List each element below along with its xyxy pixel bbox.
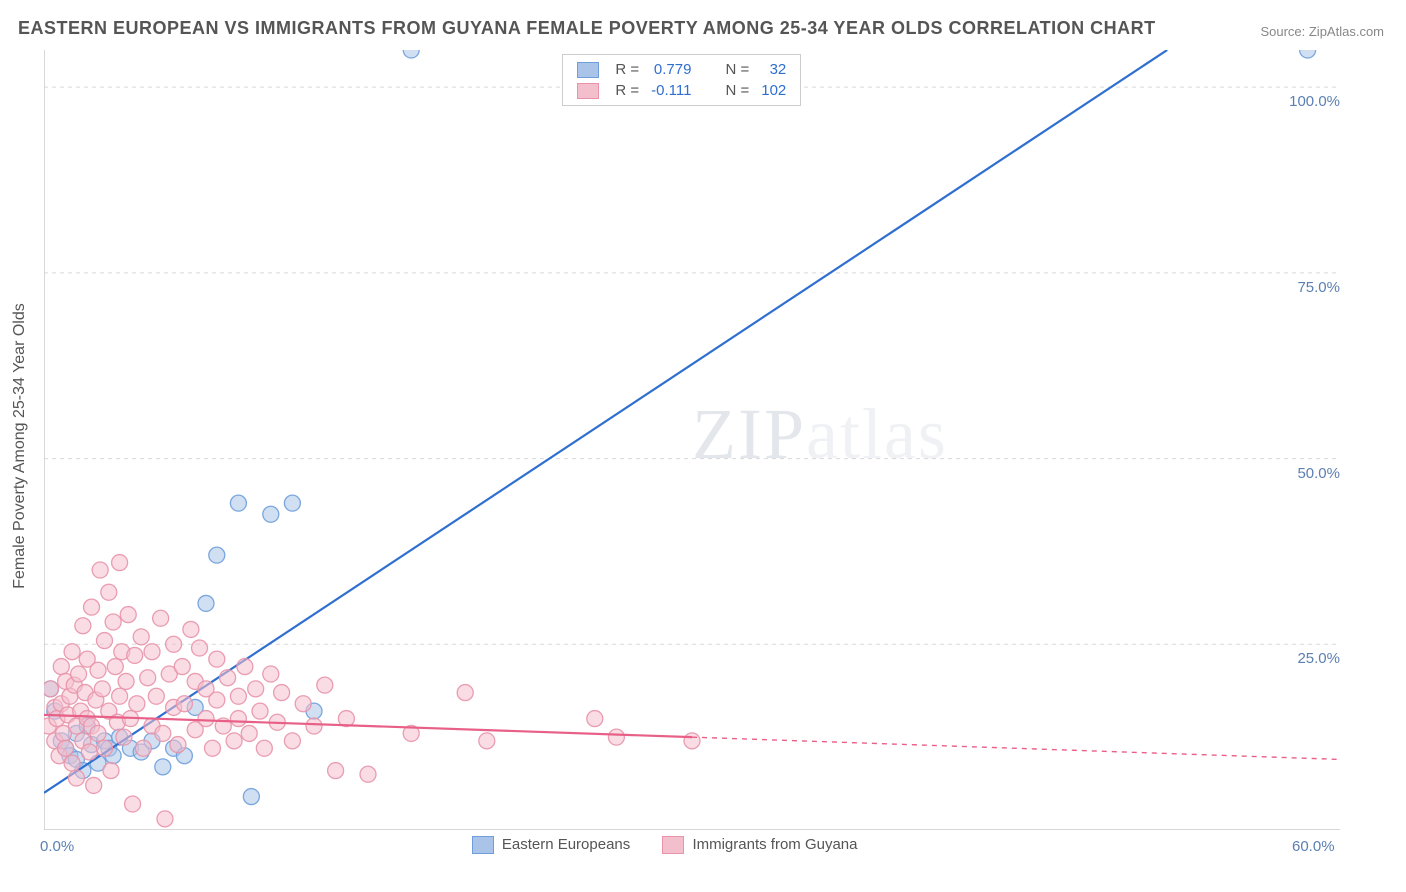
y-tick-label: 75.0% (1280, 279, 1340, 296)
legend-r-label: R = (609, 59, 645, 80)
legend-swatch (472, 836, 494, 854)
legend-n-value: 32 (755, 59, 792, 80)
legend-series: Eastern Europeans Immigrants from Guyana (472, 836, 858, 854)
plot-area (44, 50, 1340, 830)
legend-series-item: Eastern Europeans (472, 836, 631, 854)
source-label: Source: ZipAtlas.com (1260, 24, 1384, 39)
legend-r-label: R = (609, 80, 645, 101)
legend-stats-row: R =-0.111 N =102 (571, 80, 792, 101)
legend-series-label: Eastern Europeans (502, 836, 630, 853)
legend-series-item: Immigrants from Guyana (662, 836, 857, 854)
legend-swatch (577, 62, 599, 78)
y-axis-label-wrap: Female Poverty Among 25-34 Year Olds (0, 0, 40, 892)
x-tick-label: 0.0% (40, 838, 74, 855)
x-tick-label: 60.0% (1292, 838, 1335, 855)
legend-r-value: 0.779 (645, 59, 697, 80)
legend-stats-row: R =0.779 N =32 (571, 59, 792, 80)
legend-swatch (577, 83, 599, 99)
legend-n-label: N = (719, 59, 755, 80)
plot-svg (44, 50, 1340, 830)
legend-n-value: 102 (755, 80, 792, 101)
chart-title: EASTERN EUROPEAN VS IMMIGRANTS FROM GUYA… (18, 18, 1156, 39)
y-tick-label: 25.0% (1280, 650, 1340, 667)
legend-series-label: Immigrants from Guyana (692, 836, 857, 853)
y-tick-label: 50.0% (1280, 465, 1340, 482)
legend-r-value: -0.111 (645, 80, 697, 101)
legend-stats: R =0.779 N =32 R =-0.111 N =102 (562, 54, 801, 106)
y-tick-label: 100.0% (1280, 93, 1340, 110)
y-axis-label: Female Poverty Among 25-34 Year Olds (11, 303, 29, 589)
legend-swatch (662, 836, 684, 854)
legend-n-label: N = (719, 80, 755, 101)
